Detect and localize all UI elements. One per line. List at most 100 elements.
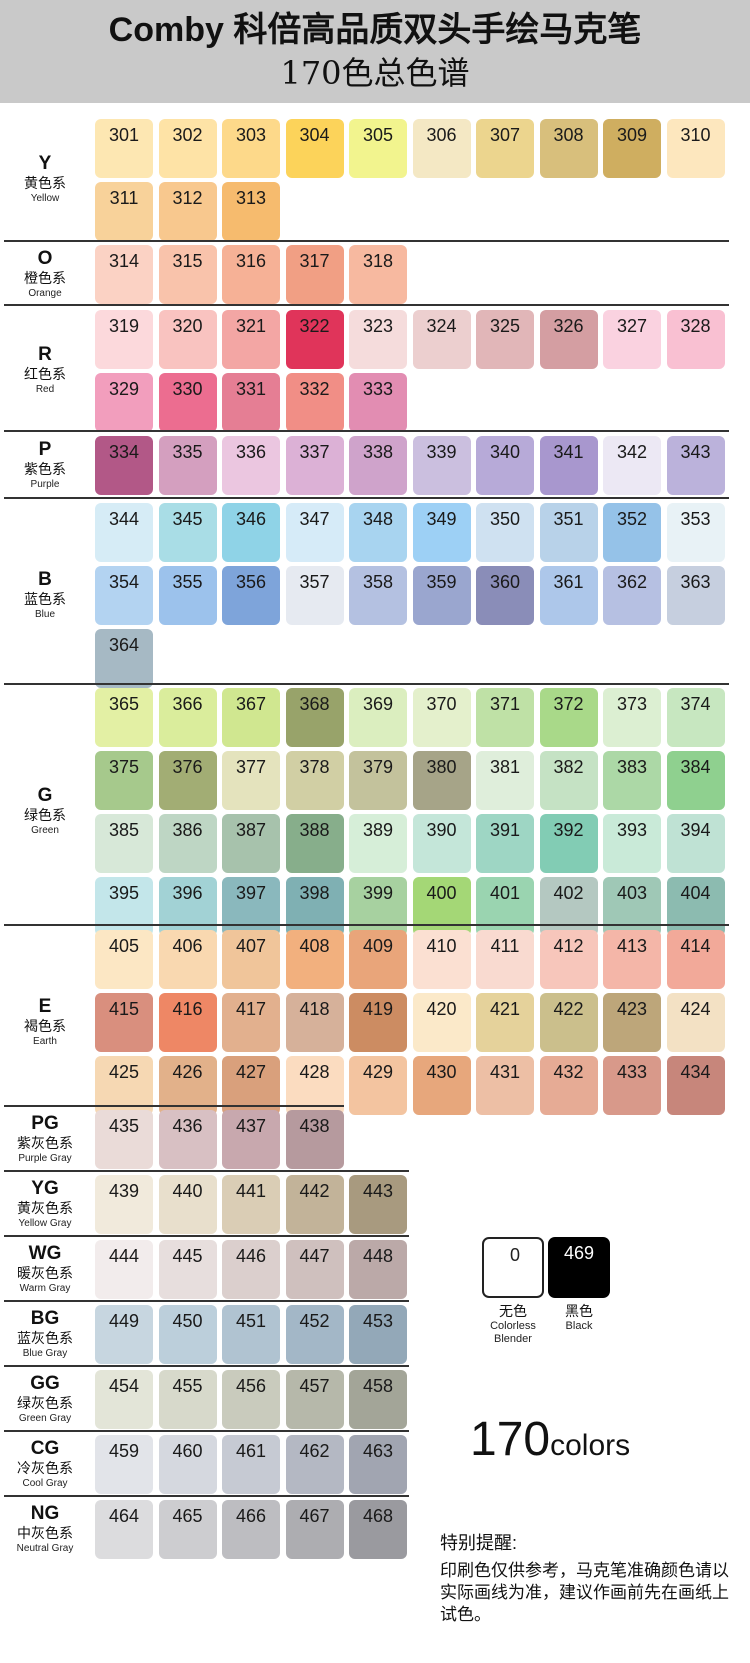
group-label: E 褐色系 Earth (8, 996, 82, 1048)
notice-title: 特别提醒: (440, 1533, 518, 1553)
swatch-code: 314 (108, 251, 140, 271)
color-swatch: 360 (476, 566, 534, 625)
swatch-code: 452 (299, 1311, 330, 1331)
swatch-code: 310 (680, 125, 711, 145)
group-divider (4, 1495, 409, 1497)
swatch-code: 333 (362, 379, 394, 399)
group-divider (4, 1430, 409, 1432)
swatch-code: 467 (299, 1506, 330, 1526)
swatch-code: 416 (172, 999, 203, 1019)
color-swatch: 375 (95, 751, 153, 810)
group-label: GG 绿灰色系 Green Gray (8, 1373, 82, 1425)
group-label: P 紫色系 Purple (8, 438, 82, 491)
page-subtitle: 170色总色谱 (280, 54, 470, 92)
swatch-code: 460 (172, 1441, 203, 1461)
swatch-code: 356 (235, 572, 267, 592)
label-cn: 无色 (499, 1303, 527, 1319)
color-swatch: 419 (349, 993, 407, 1052)
color-swatch: 441 (222, 1175, 280, 1234)
swatch-code: 316 (235, 251, 267, 271)
color-swatch: 319 (95, 310, 153, 369)
swatch-code: 430 (426, 1062, 457, 1082)
swatch-code: 331 (235, 379, 267, 399)
color-swatch: 349 (412, 503, 471, 562)
color-swatch: 397 (222, 877, 280, 936)
group-name-cn: 蓝灰色系 (17, 1329, 73, 1346)
color-swatch: 339 (412, 436, 471, 495)
swatch-code: 411 (490, 936, 520, 956)
color-swatch: 344 (95, 503, 153, 562)
swatch-code: 347 (299, 509, 330, 529)
swatch-code: 438 (299, 1116, 330, 1136)
swatch-code: 429 (362, 1062, 394, 1082)
swatch-code: 436 (172, 1116, 203, 1136)
swatch-colorless: 0 (482, 1237, 544, 1298)
swatch-code: 363 (680, 572, 711, 592)
group-letter: PG (31, 1112, 59, 1134)
color-swatch: 402 (539, 877, 598, 936)
group-label: B 蓝色系 Blue (8, 569, 82, 621)
group-name-en: Purple Gray (18, 1152, 72, 1164)
group-letter: CG (30, 1437, 60, 1459)
swatch-code: 345 (172, 509, 203, 529)
swatch-code: 342 (616, 442, 648, 462)
swatch-code: 383 (616, 757, 648, 777)
color-swatch: 327 (603, 310, 661, 369)
swatch-code: 389 (362, 820, 394, 840)
swatch-code: 377 (235, 757, 267, 777)
swatch-code: 375 (108, 757, 140, 777)
color-swatch: 390 (412, 814, 471, 873)
group-name-cn: 黄色系 (24, 175, 66, 191)
swatch-code: 405 (108, 936, 140, 956)
color-swatch: 422 (539, 993, 598, 1052)
color-swatch: 430 (412, 1056, 471, 1115)
swatch-code: 390 (426, 820, 457, 840)
color-swatch: 447 (285, 1240, 344, 1299)
color-swatch: 308 (539, 119, 598, 178)
color-swatch: 451 (222, 1305, 280, 1364)
color-swatch: 346 (222, 503, 280, 562)
color-swatch: 324 (412, 310, 471, 369)
swatch-code: 414 (680, 936, 711, 956)
color-swatch: 433 (603, 1056, 661, 1115)
color-swatch: 369 (349, 688, 407, 747)
swatch-code: 391 (489, 820, 521, 840)
swatch-code: 355 (172, 572, 203, 592)
group-name-cn: 橙色系 (24, 269, 66, 286)
color-swatch: 463 (349, 1435, 407, 1494)
swatch-code: 423 (616, 999, 648, 1019)
swatch-code: 320 (172, 316, 203, 336)
swatch-code: 305 (362, 125, 394, 145)
swatch-code: 340 (489, 442, 521, 462)
swatch-code: 302 (172, 125, 203, 145)
group-name-cn: 暖灰色系 (17, 1264, 73, 1281)
swatch-code: 454 (108, 1376, 140, 1396)
swatch-code: 351 (553, 509, 584, 529)
swatch-code: 386 (172, 820, 203, 840)
group-name-en: Neutral Gray (16, 1542, 74, 1554)
label-cn: 黑色 (565, 1303, 593, 1319)
swatch-code: 327 (616, 316, 648, 336)
group-label: R 红色系 Red (8, 345, 82, 396)
swatch-code: 394 (680, 820, 711, 840)
color-swatch: 464 (95, 1500, 153, 1559)
color-swatch: 404 (666, 877, 725, 936)
color-swatch: 353 (666, 503, 725, 562)
swatch-code: 451 (235, 1311, 267, 1331)
swatch-code: 382 (553, 757, 584, 777)
swatch-code: 420 (426, 999, 457, 1019)
group-name-en: Red (35, 384, 55, 395)
label-black: 黑色 Black (539, 1303, 619, 1333)
color-swatch: 440 (158, 1175, 217, 1234)
swatch-code: 0 (509, 1245, 520, 1265)
group-name-en: Yellow Gray (18, 1217, 72, 1229)
swatch-code: 339 (426, 442, 457, 462)
group-letter: P (38, 438, 52, 460)
swatch-code: 372 (553, 694, 584, 714)
group-label: O 橙色系 Orange (8, 248, 82, 300)
swatch-code: 437 (235, 1116, 267, 1136)
swatch-code: 374 (680, 694, 711, 714)
group-name-en: Green Gray (18, 1412, 72, 1424)
color-swatch: 336 (222, 436, 280, 495)
color-swatch: 351 (539, 503, 598, 562)
